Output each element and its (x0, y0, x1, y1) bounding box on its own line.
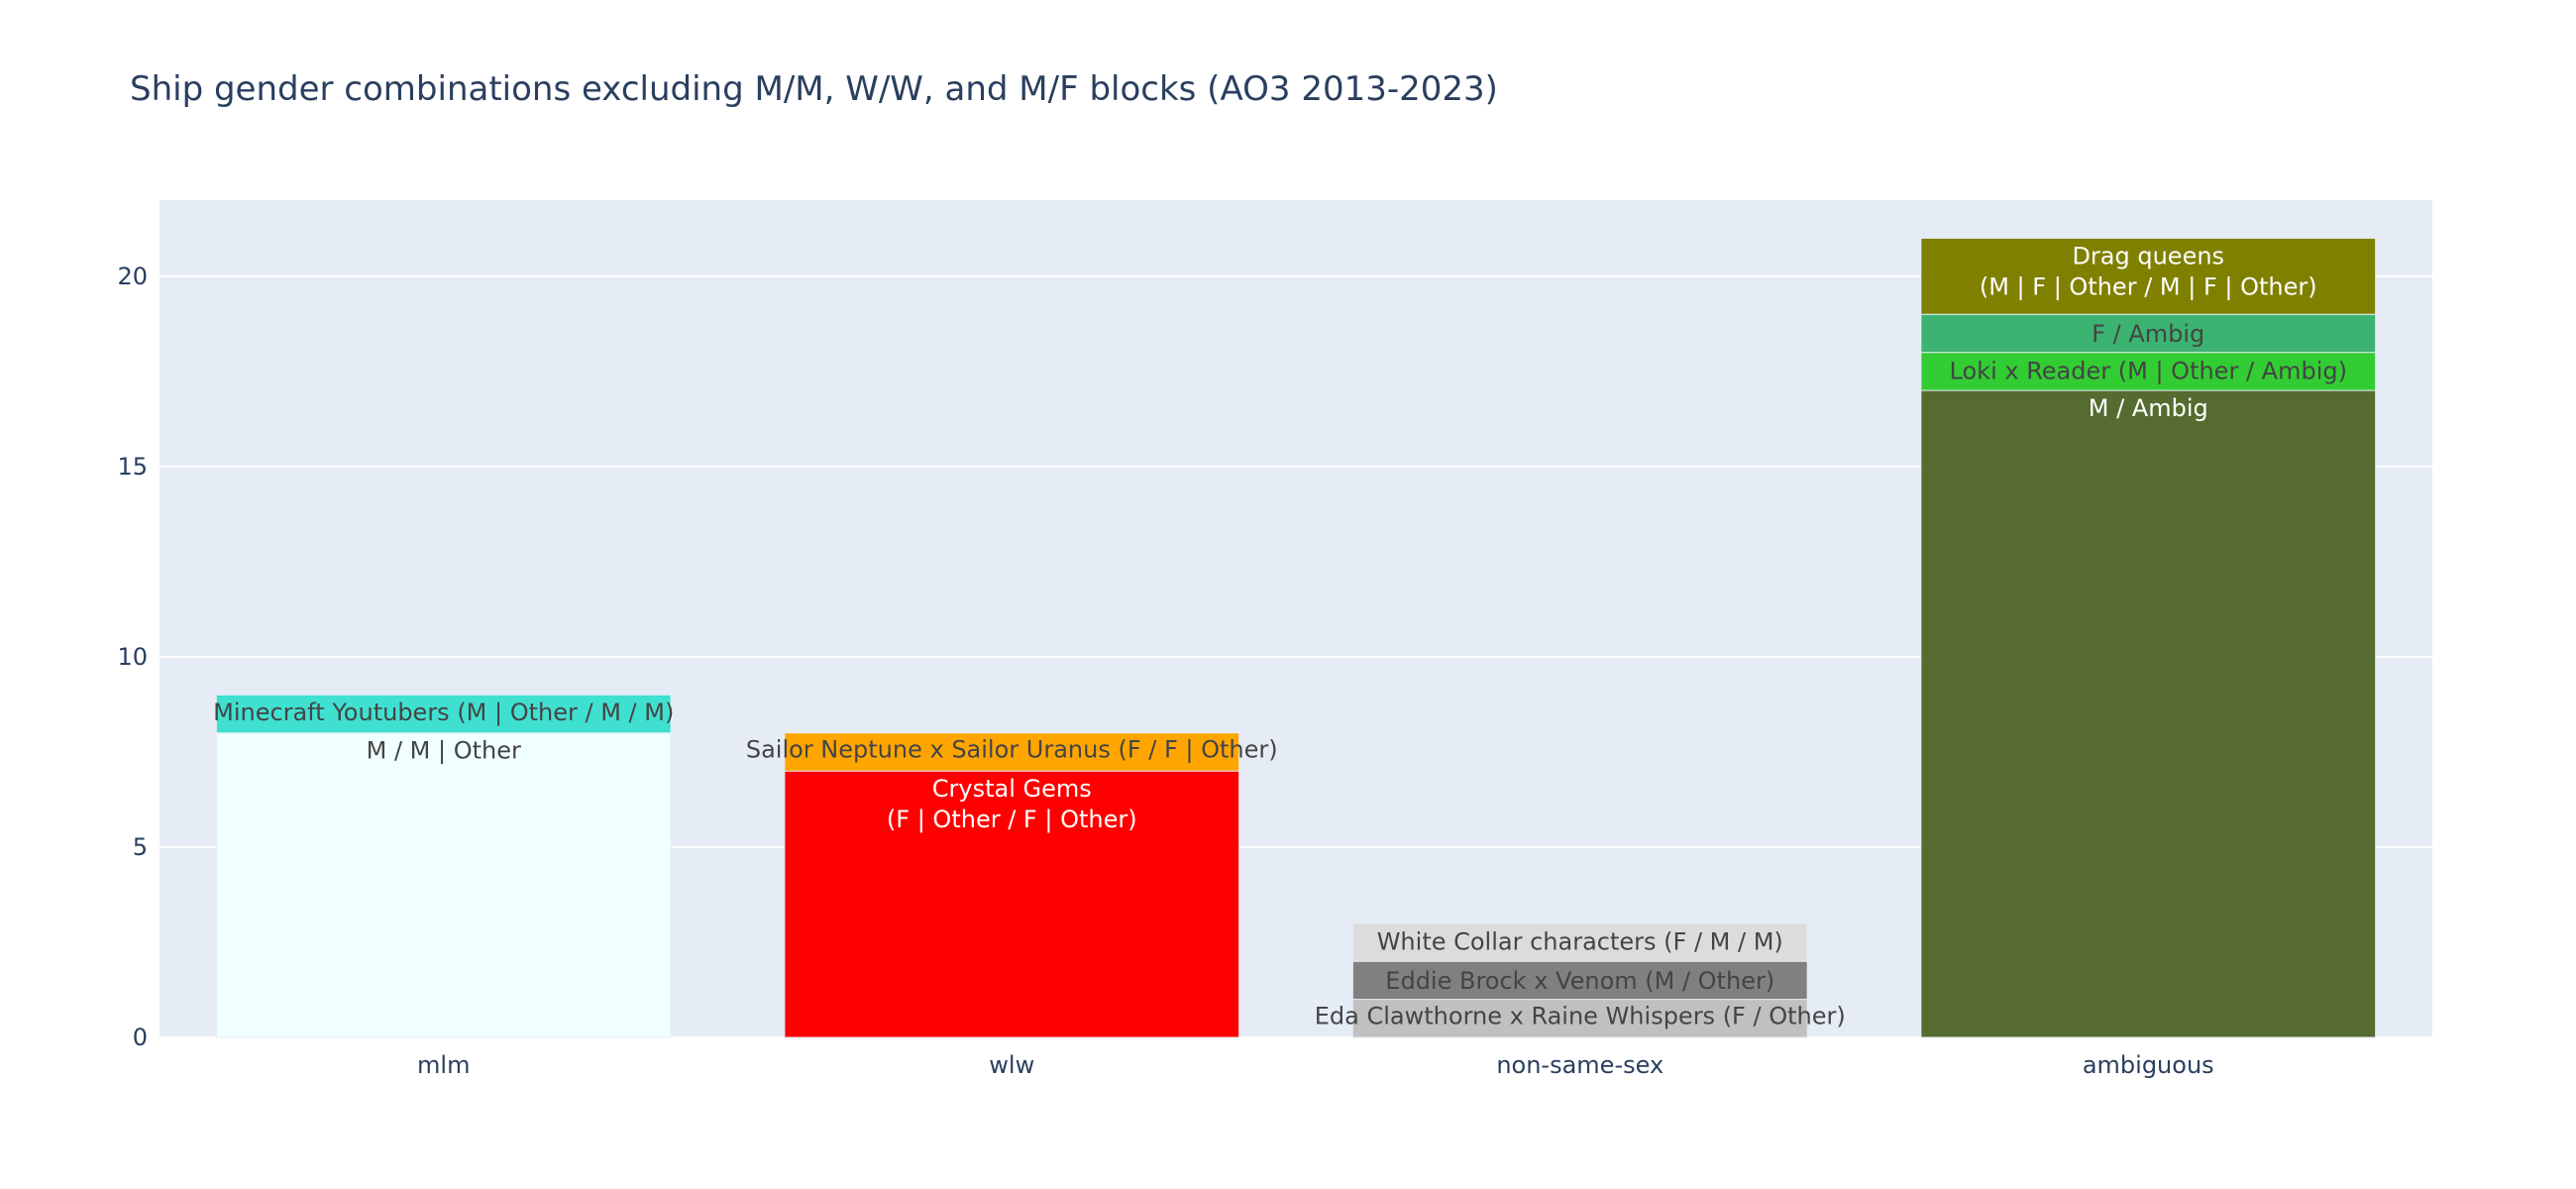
x-tick-label: non-same-sex (1496, 1051, 1664, 1079)
bar-mlm: M / M | Other Minecraft Youtubers (M | Ot… (213, 694, 674, 1038)
bar-segment (784, 732, 1240, 772)
bar-segment (1920, 313, 2377, 354)
bar-segment (1920, 389, 2377, 1038)
segment-label: Drag queens (M | F | Other / M | F | Othe… (1980, 242, 2317, 300)
y-tick-label: 20 (117, 263, 148, 290)
segment-label: Eda Clawthorne x Raine Whispers (F / Oth… (1315, 1003, 1846, 1030)
chart-title: Ship gender combinations excluding M/M, … (130, 69, 1498, 109)
bar-segment (1351, 999, 1808, 1038)
x-tick-label: wlw (989, 1051, 1034, 1079)
segment-label: Sailor Neptune x Sailor Uranus (F / F | … (746, 736, 1278, 764)
bar-segment (1351, 922, 1808, 962)
y-tick-label: 0 (133, 1024, 148, 1051)
bar-non-same-sex: Eda Clawthorne x Raine Whispers (F / Oth… (1315, 922, 1846, 1038)
segment-label: Crystal Gems (F | Other / F | Other) (887, 775, 1137, 833)
segment-label: F / Ambig (2092, 320, 2204, 348)
bars: M / M | Other Minecraft Youtubers (M | Ot… (213, 237, 2377, 1038)
bar-segment (215, 732, 672, 1038)
y-tick-label: 10 (117, 643, 148, 671)
bar-wlw: Crystal Gems (F | Other / F | Other) Sailo… (746, 732, 1278, 1038)
segment-label: Loki x Reader (M | Other / Ambig) (1950, 358, 2347, 385)
segment-label: White Collar characters (F / M / M) (1377, 927, 1783, 955)
x-axis: mlm wlw non-same-sex ambiguous (417, 1051, 2214, 1079)
bar-segment (215, 694, 672, 734)
bar-segment (1920, 352, 2377, 391)
y-axis: 0 5 10 15 20 (117, 263, 148, 1051)
segment-label: M / Ambig (2089, 394, 2208, 422)
segment-label: M / M | Other (367, 737, 521, 765)
bar-segment (784, 770, 1240, 1038)
bar-segment (1920, 237, 2377, 315)
bar-segment (1351, 960, 1808, 1001)
segment-label: Minecraft Youtubers (M | Other / M / M) (213, 699, 674, 726)
y-tick-label: 5 (133, 833, 148, 861)
x-tick-label: mlm (417, 1051, 470, 1079)
bar-ambiguous: M / Ambig Loki x Reader (M | Other / Ambi… (1920, 237, 2377, 1038)
x-tick-label: ambiguous (2083, 1051, 2214, 1079)
y-tick-label: 15 (117, 453, 148, 481)
segment-label: Eddie Brock x Venom (M / Other) (1385, 967, 1774, 995)
